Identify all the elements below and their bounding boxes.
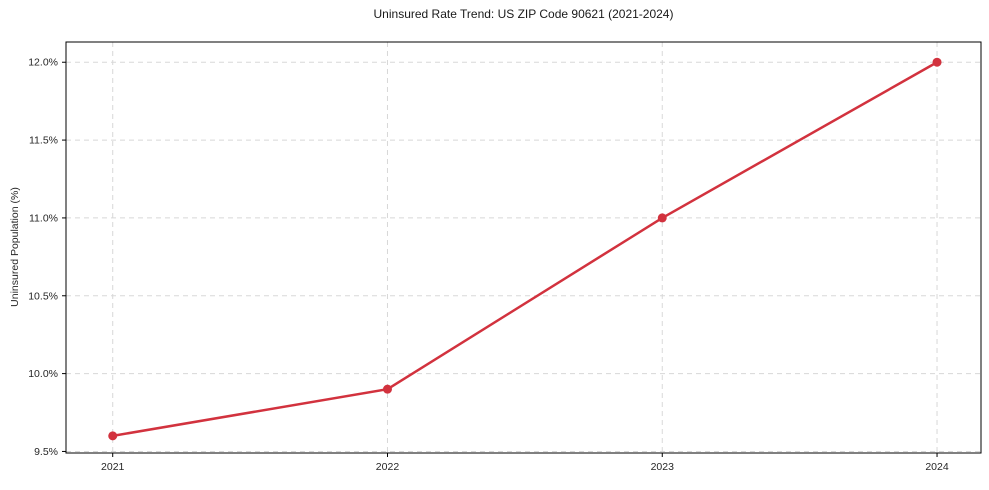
x-tick-label: 2022: [376, 461, 400, 473]
y-tick-label: 9.5%: [34, 446, 58, 458]
x-tick-label: 2023: [651, 461, 675, 473]
data-point-marker: [657, 213, 667, 223]
y-tick-label: 10.5%: [28, 290, 58, 302]
data-point-marker: [382, 384, 392, 394]
y-tick-label: 11.5%: [29, 135, 58, 147]
trend-line: [111, 60, 939, 438]
y-tick-label: 11.0%: [29, 212, 58, 224]
data-point-marker: [932, 57, 942, 67]
data-point-marker: [108, 431, 118, 441]
y-tick-label: 10.0%: [28, 368, 58, 380]
chart-title: Uninsured Rate Trend: US ZIP Code 90621 …: [373, 7, 674, 21]
plot-border: [65, 41, 982, 454]
y-tick-label: 12.0%: [28, 57, 58, 69]
x-tick-label: 2021: [101, 461, 125, 473]
x-tick-label: 2024: [925, 461, 949, 473]
